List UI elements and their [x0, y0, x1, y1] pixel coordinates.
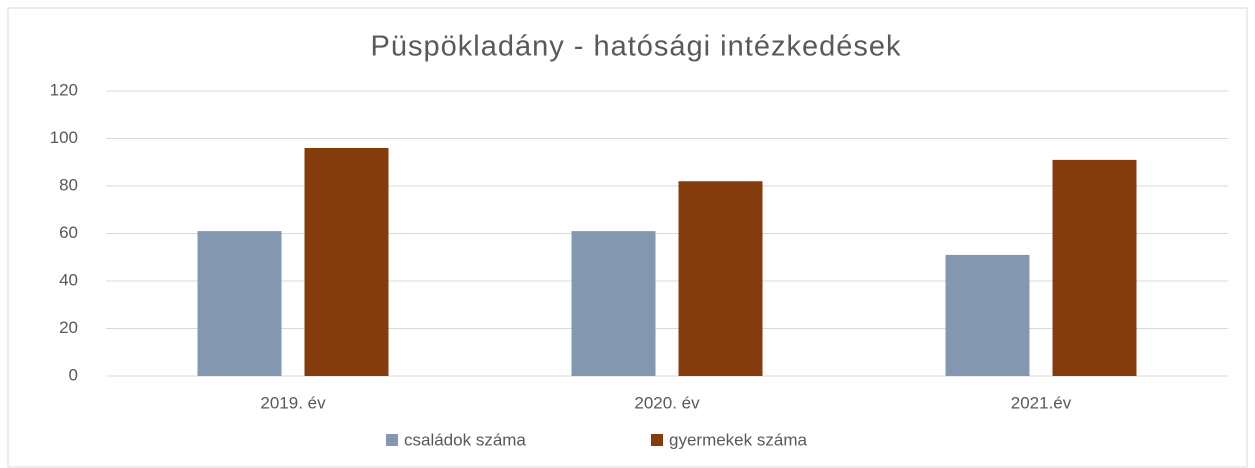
bar — [571, 231, 656, 376]
y-tick-label: 80 — [59, 175, 78, 194]
bar — [678, 181, 763, 376]
y-tick-label: 40 — [59, 270, 78, 289]
x-tick-label: 2021.év — [1011, 393, 1072, 412]
bar — [945, 254, 1030, 376]
y-tick-label: 20 — [59, 318, 78, 337]
legend-label: családok száma — [404, 430, 526, 449]
y-tick-label: 100 — [50, 128, 78, 147]
legend-swatch — [651, 434, 663, 446]
bar — [304, 148, 389, 376]
legend-label: gyermekek száma — [669, 430, 807, 449]
bar — [1052, 159, 1137, 376]
y-tick-label: 60 — [59, 223, 78, 242]
legend-swatch — [386, 434, 398, 446]
x-tick-label: 2020. év — [634, 393, 700, 412]
x-tick-label: 2019. év — [260, 393, 326, 412]
y-tick-label: 0 — [69, 365, 78, 384]
chart-title: Püspökladány - hatósági intézkedések — [371, 31, 902, 63]
bar — [197, 231, 282, 376]
y-tick-label: 120 — [50, 80, 78, 99]
